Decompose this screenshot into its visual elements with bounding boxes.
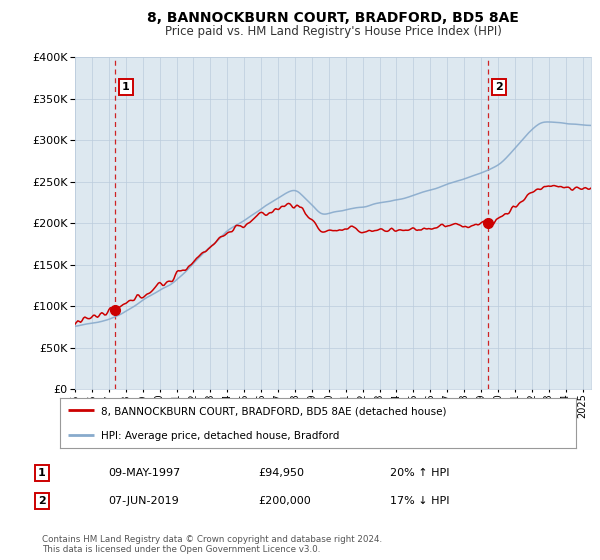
Text: 1: 1 bbox=[38, 468, 46, 478]
Text: 09-MAY-1997: 09-MAY-1997 bbox=[108, 468, 180, 478]
Text: 20% ↑ HPI: 20% ↑ HPI bbox=[390, 468, 449, 478]
Text: Contains HM Land Registry data © Crown copyright and database right 2024.
This d: Contains HM Land Registry data © Crown c… bbox=[42, 535, 382, 554]
Text: HPI: Average price, detached house, Bradford: HPI: Average price, detached house, Brad… bbox=[101, 431, 340, 441]
Text: 17% ↓ HPI: 17% ↓ HPI bbox=[390, 496, 449, 506]
Text: 1: 1 bbox=[122, 82, 130, 92]
Text: £200,000: £200,000 bbox=[258, 496, 311, 506]
Text: 07-JUN-2019: 07-JUN-2019 bbox=[108, 496, 179, 506]
Text: 2: 2 bbox=[495, 82, 503, 92]
Text: 8, BANNOCKBURN COURT, BRADFORD, BD5 8AE (detached house): 8, BANNOCKBURN COURT, BRADFORD, BD5 8AE … bbox=[101, 406, 447, 416]
Text: Price paid vs. HM Land Registry's House Price Index (HPI): Price paid vs. HM Land Registry's House … bbox=[164, 25, 502, 38]
Text: £94,950: £94,950 bbox=[258, 468, 304, 478]
Text: 2: 2 bbox=[38, 496, 46, 506]
Text: 8, BANNOCKBURN COURT, BRADFORD, BD5 8AE: 8, BANNOCKBURN COURT, BRADFORD, BD5 8AE bbox=[147, 11, 519, 25]
